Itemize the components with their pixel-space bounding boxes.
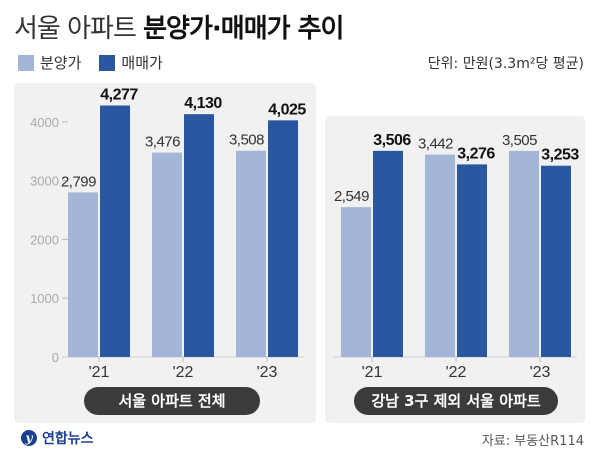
y-tick-label: 3000 — [30, 174, 59, 189]
data-label-presale: 3,476 — [145, 134, 180, 151]
y-tick-label: 2000 — [30, 232, 59, 247]
panel-title-pill — [354, 387, 558, 415]
logo-text: 연합뉴스 — [42, 431, 94, 447]
yonhap-logo-icon: y — [21, 430, 37, 446]
legend-item-sale: 매매가 — [99, 52, 163, 73]
title-light: 서울 아파트 — [14, 14, 144, 44]
y-tick-label: 4000 — [30, 115, 59, 130]
bar-sale — [373, 150, 403, 357]
data-label-presale: 3,508 — [229, 132, 264, 149]
data-label-sale: 3,506 — [373, 132, 411, 149]
legend-swatch-presale — [18, 54, 34, 71]
x-tick-label: '22 — [173, 364, 194, 381]
unit-label: 단위: 만원(3.3m²당 평균) — [427, 56, 584, 72]
y-tick-label: 1000 — [30, 291, 59, 306]
x-tick-label: '23 — [530, 364, 551, 381]
bar-presale — [341, 207, 371, 357]
source-label: 자료: 부동산R114 — [481, 434, 584, 449]
legend-label-sale: 매매가 — [121, 54, 163, 72]
data-label-presale: 3,505 — [502, 132, 537, 149]
data-label-sale: 3,276 — [457, 145, 495, 162]
legend-swatch-sale — [99, 54, 116, 71]
bar-sale — [457, 164, 487, 357]
data-label-sale: 3,253 — [541, 147, 579, 164]
data-label-sale: 4,277 — [100, 87, 138, 104]
bar-presale — [236, 150, 266, 357]
yonhap-logo: y 연합뉴스 — [20, 428, 94, 448]
data-label-sale: 4,130 — [184, 95, 222, 112]
bar-sale — [541, 165, 571, 357]
bar-presale — [509, 150, 539, 357]
data-label-presale: 3,442 — [418, 136, 453, 153]
title-bold: 분양가·매매가 추이 — [143, 14, 344, 44]
panel-title-text: 강남 3구 제외 서울 아파트 — [371, 392, 541, 410]
data-label-sale: 4,025 — [268, 101, 306, 118]
bar-presale — [68, 192, 98, 357]
legend: 분양가 매매가 — [18, 52, 181, 73]
x-tick-label: '21 — [89, 364, 110, 381]
y-tick-label: 0 — [52, 350, 59, 365]
x-tick-label: '23 — [257, 364, 278, 381]
bar-sale — [184, 114, 214, 357]
bar-presale — [152, 152, 182, 357]
x-tick-label: '22 — [446, 364, 467, 381]
chart-title: 서울 아파트 분양가·매매가 추이 — [14, 8, 344, 45]
svg-text:y: y — [25, 431, 34, 445]
x-tick-label: '21 — [362, 364, 383, 381]
panel-title-text: 서울 아파트 전체 — [118, 392, 225, 410]
bar-sale — [268, 120, 298, 357]
data-label-presale: 2,549 — [334, 188, 369, 205]
bar-presale — [425, 154, 455, 357]
data-label-presale: 2,799 — [61, 173, 96, 190]
legend-item-presale: 분양가 — [18, 52, 81, 73]
panel-title-pill — [84, 387, 260, 415]
legend-label-presale: 분양가 — [40, 54, 82, 72]
bar-sale — [100, 105, 130, 358]
